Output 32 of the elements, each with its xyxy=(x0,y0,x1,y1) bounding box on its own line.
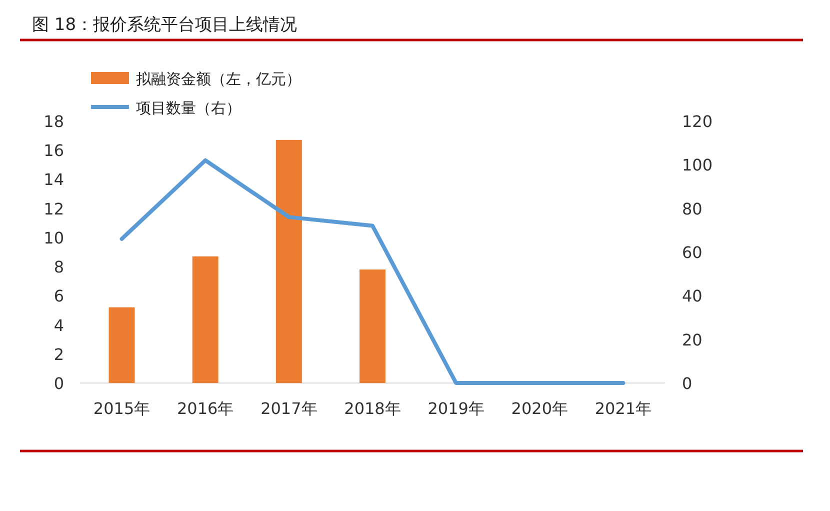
x-tick-label: 2015年 xyxy=(93,399,150,418)
x-tick-label: 2021年 xyxy=(594,399,652,418)
legend-label: 项目数量（右） xyxy=(136,99,241,117)
line-series xyxy=(120,158,626,385)
y2-tick-label: 0 xyxy=(682,374,692,393)
x-tick-label: 2020年 xyxy=(511,399,568,418)
y2-tick-label: 80 xyxy=(682,199,702,218)
x-tick-label: 2017年 xyxy=(260,399,318,418)
x-tick-label: 2019年 xyxy=(428,399,484,418)
bar xyxy=(192,256,218,383)
y-tick-label: 0 xyxy=(54,374,64,393)
x-tick-label: 2018年 xyxy=(344,399,401,418)
y-tick-label: 6 xyxy=(54,286,64,306)
y2-tick-label: 120 xyxy=(682,112,713,131)
y2-tick-label: 20 xyxy=(682,330,702,350)
y2-tick-label: 60 xyxy=(682,243,702,262)
y-tick-label: 4 xyxy=(54,316,64,335)
bar xyxy=(360,269,386,383)
bar xyxy=(108,307,135,383)
y2-tick-label: 100 xyxy=(682,156,713,175)
y-tick-label: 8 xyxy=(54,258,64,277)
y-tick-label: 10 xyxy=(44,228,64,248)
chart-title: 图 18：报价系统平台项目上线情况 xyxy=(32,15,298,35)
y-tick-label: 16 xyxy=(44,141,64,160)
y-tick-label: 18 xyxy=(44,112,64,131)
y-tick-label: 14 xyxy=(44,170,64,190)
x-tick-label: 2016年 xyxy=(177,399,234,418)
y-tick-label: 12 xyxy=(44,199,64,218)
y2-tick-label: 40 xyxy=(682,286,702,306)
bar xyxy=(276,140,302,383)
legend-label: 拟融资金额（左，亿元） xyxy=(136,70,301,88)
y-tick-label: 2 xyxy=(54,344,64,364)
